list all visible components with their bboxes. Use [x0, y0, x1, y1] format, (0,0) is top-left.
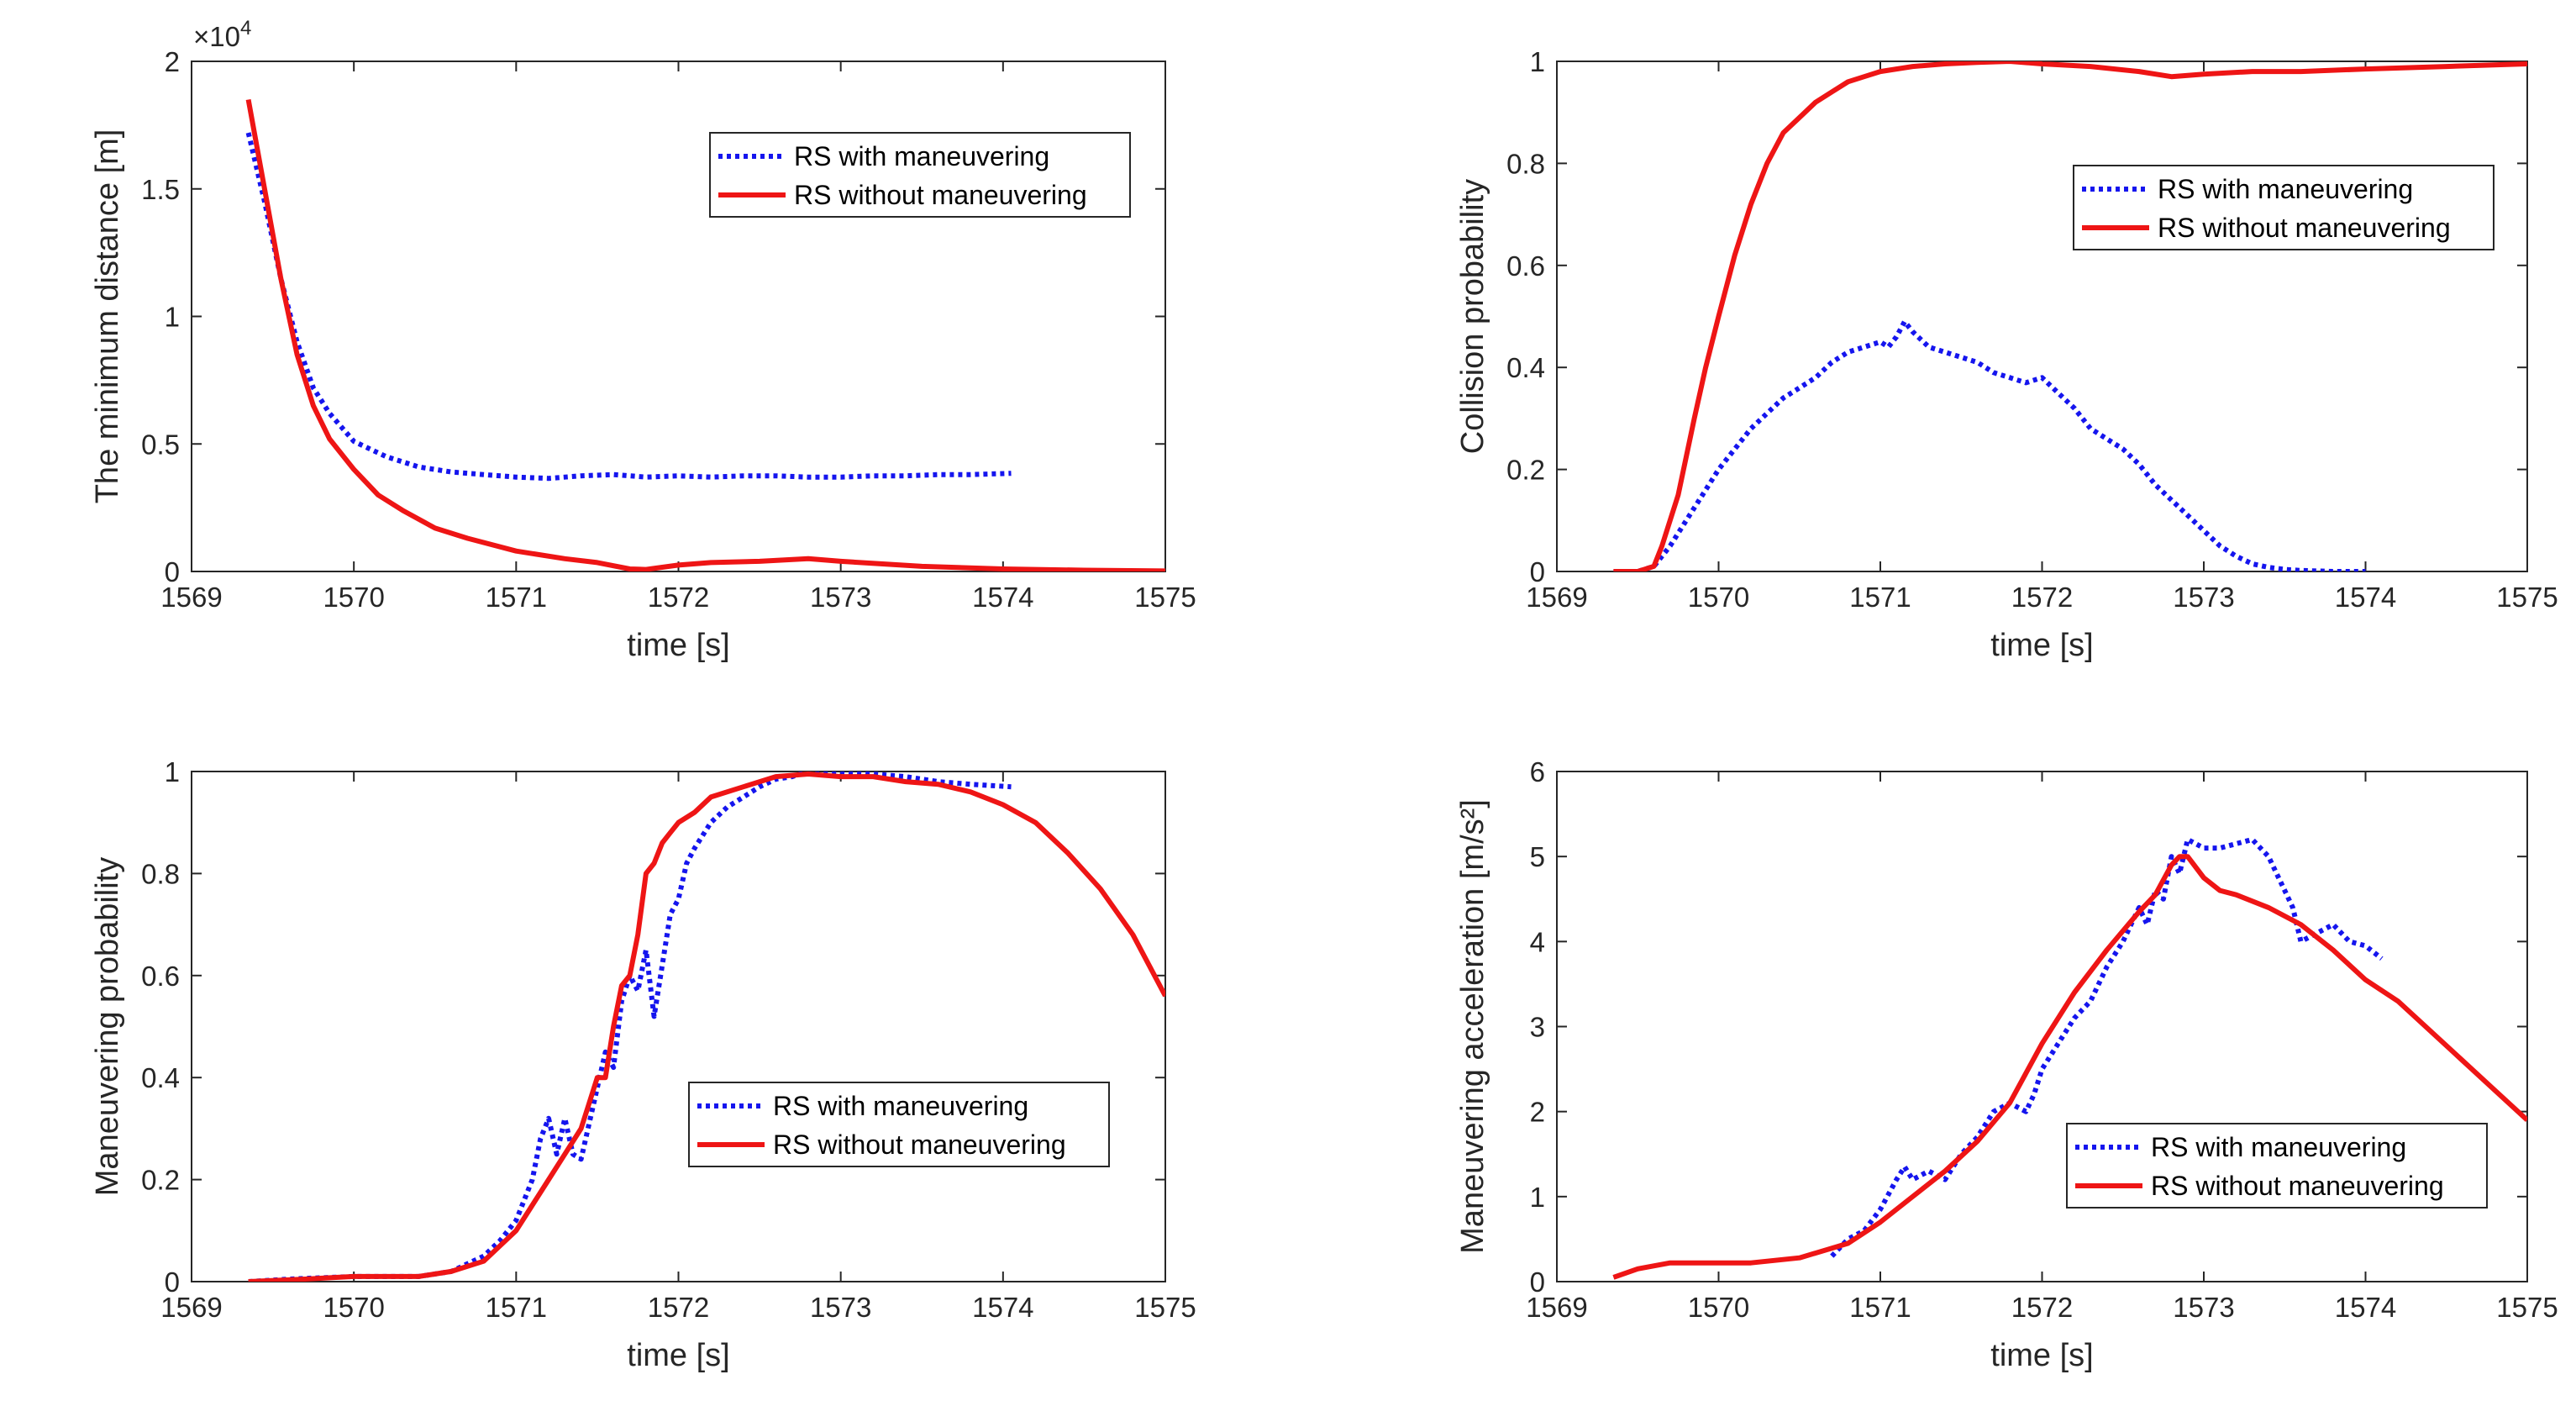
y-tick-label: 0.6: [1506, 250, 1545, 282]
y-tick-label: 0: [1530, 1266, 1545, 1298]
legend: RS with maneuvering RS without maneuverin…: [2066, 1123, 2488, 1209]
y-tick-label: 0.2: [141, 1165, 180, 1196]
x-tick-label: 1575: [2496, 582, 2558, 613]
y-tick-label: 1: [1530, 1182, 1545, 1213]
legend: RS with maneuvering RS without maneuverin…: [709, 132, 1131, 218]
x-tick-label: 1569: [160, 1292, 222, 1323]
legend-box: [688, 1082, 1110, 1167]
y-tick-label: 0: [1530, 556, 1545, 587]
legend-box: [2073, 165, 2495, 250]
y-tick-label: 5: [1530, 841, 1545, 872]
subplot-1: 1569 1570 1571 1572 1573 1574 1575 0 0.5 1 1.5 2 ×10…: [90, 17, 1196, 663]
y-axis-label: Maneuvering probability: [90, 857, 125, 1196]
x-tick-label: 1571: [1849, 1292, 1911, 1323]
y-tick-label: 3: [1530, 1012, 1545, 1043]
x-tick-label: 1574: [972, 582, 1033, 613]
x-tick-label: 1569: [1526, 1292, 1587, 1323]
x-tick-label: 1575: [1134, 582, 1196, 613]
legend-entry-label: RS with maneuvering: [2158, 174, 2413, 204]
x-tick-label: 1574: [2335, 582, 2396, 613]
x-tick-label: 1571: [486, 1292, 547, 1323]
x-tick-label: 1575: [1134, 1292, 1196, 1323]
x-tick-label: 1575: [2496, 1292, 2558, 1323]
x-tick-label: 1574: [972, 1292, 1033, 1323]
x-axis-label: time [s]: [1990, 1338, 2093, 1373]
legend-entry-label: RS with maneuvering: [2151, 1132, 2406, 1162]
x-axis-label: time [s]: [627, 1338, 729, 1373]
legend: RS with maneuvering RS without maneuverin…: [2073, 165, 2495, 250]
series-line-without-maneuvering: [1612, 854, 2527, 1280]
x-tick-label: 1569: [160, 582, 222, 613]
legend-entry-label: RS with maneuvering: [794, 141, 1049, 171]
y-axis-label: The minimum distance [m]: [90, 129, 125, 504]
x-tick-label: 1573: [2173, 1292, 2234, 1323]
x-tick-label: 1573: [810, 1292, 871, 1323]
legend-entry-label: RS without maneuvering: [2151, 1171, 2444, 1201]
x-tick-label: 1573: [810, 582, 871, 613]
x-tick-label: 1571: [486, 582, 547, 613]
y-tick-label: 2: [165, 46, 180, 77]
axes-box: [191, 771, 1166, 1282]
subplot-4: 1569 1570 1571 1572 1573 1574 1575 0 1 2 3 4 5 6 time …: [1455, 756, 2558, 1373]
legend-box: [2066, 1123, 2488, 1209]
y-tick-label: 1: [165, 302, 180, 333]
y-tick-label: 0.4: [141, 1062, 180, 1093]
y-exponent-label: ×104: [193, 17, 251, 52]
y-tick-label: 0.5: [141, 429, 180, 460]
series-line-with-maneuvering: [248, 771, 1012, 1282]
legend: RS with maneuvering RS without maneuverin…: [688, 1082, 1110, 1167]
series-line-without-maneuvering: [1613, 61, 2527, 571]
y-tick-label: 1: [1530, 46, 1545, 77]
x-tick-label: 1574: [2335, 1292, 2396, 1323]
y-tick-label: 0.6: [141, 961, 180, 992]
y-tick-label: 1.5: [141, 174, 180, 205]
legend-entry-label: RS with maneuvering: [773, 1091, 1028, 1121]
y-axis-label: Collision probability: [1455, 179, 1490, 454]
y-tick-label: 0.4: [1506, 352, 1545, 383]
series-line-with-maneuvering: [1613, 319, 2366, 571]
series-line-with-maneuvering: [1830, 836, 2384, 1258]
x-tick-label: 1572: [2011, 582, 2073, 613]
y-tick-label: 0.2: [1506, 455, 1545, 486]
subplot-3: 1569 1570 1571 1572 1573 1574 1575 0 0.2 0.4 0.6 0.…: [90, 756, 1196, 1373]
x-axis-label: time [s]: [1990, 628, 2093, 663]
series-line-without-maneuvering: [248, 771, 1165, 1282]
legend-entry-label: RS without maneuvering: [2158, 213, 2451, 243]
y-tick-label: 6: [1530, 756, 1545, 787]
x-tick-label: 1570: [323, 582, 384, 613]
x-tick-label: 1572: [2011, 1292, 2073, 1323]
x-tick-label: 1572: [648, 1292, 709, 1323]
legend-entry-label: RS without maneuvering: [773, 1130, 1066, 1160]
y-axis-label: Maneuvering acceleration [m/s²]: [1455, 799, 1490, 1254]
subplot-2: 1569 1570 1571 1572 1573 1574 1575 0 0.2 0.4 0.6 0.…: [1455, 46, 2558, 663]
x-tick-label: 1570: [1688, 1292, 1749, 1323]
x-tick-label: 1573: [2173, 582, 2234, 613]
y-tick-label: 0: [165, 556, 180, 587]
series-line-with-maneuvering: [245, 132, 1012, 482]
y-tick-label: 0: [165, 1266, 180, 1298]
series-line-without-maneuvering: [245, 98, 1165, 571]
legend-box: [709, 132, 1131, 218]
y-tick-label: 0.8: [141, 858, 180, 889]
x-axis-label: time [s]: [627, 628, 729, 663]
y-tick-label: 0.8: [1506, 148, 1545, 179]
legend-entry-label: RS without maneuvering: [794, 180, 1087, 210]
y-tick-label: 4: [1530, 926, 1545, 957]
x-tick-label: 1572: [648, 582, 709, 613]
y-tick-label: 1: [165, 756, 180, 787]
x-tick-label: 1570: [1688, 582, 1749, 613]
x-tick-label: 1571: [1849, 582, 1911, 613]
x-tick-label: 1570: [323, 1292, 384, 1323]
x-tick-label: 1569: [1526, 582, 1587, 613]
y-tick-label: 2: [1530, 1097, 1545, 1128]
